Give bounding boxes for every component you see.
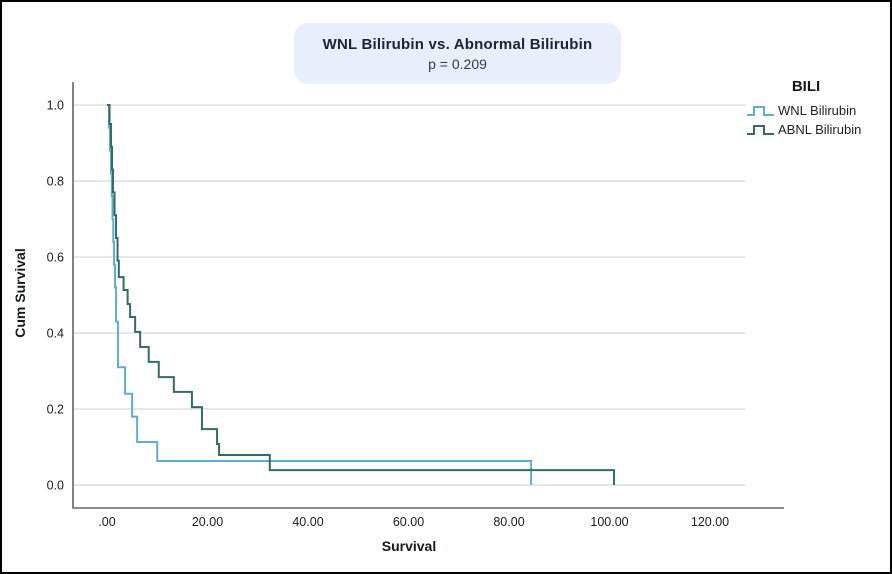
- x-tick-label: .00: [98, 515, 115, 529]
- survival-curve-abnl: [107, 104, 616, 485]
- legend-title: BILI: [791, 78, 821, 95]
- y-axis-title: Cum Survival: [12, 248, 28, 338]
- step-line-glyph: [747, 106, 774, 116]
- x-tick-label: 40.00: [292, 515, 323, 529]
- legend-item-label: WNL Bilirubin: [778, 103, 857, 118]
- y-tick-label: 0.4: [47, 327, 64, 341]
- x-tick-label: 80.00: [493, 515, 524, 529]
- legend: BILI WNL Bilirubin ABNL Bilirubin: [746, 78, 890, 137]
- legend-item-label: ABNL Bilirubin: [778, 122, 862, 137]
- legend-item: WNL Bilirubin: [746, 103, 890, 118]
- x-axis-title: Survival: [381, 538, 437, 554]
- y-tick-label: 0.6: [47, 251, 64, 265]
- step-line-icon: [747, 106, 774, 116]
- x-tick-label: 120.00: [691, 515, 729, 529]
- legend-items: WNL Bilirubin ABNL Bilirubin: [746, 103, 890, 137]
- survival-curve-wnl: [107, 104, 533, 485]
- title-box: WNL Bilirubin vs. Abnormal Bilirubin p =…: [294, 23, 621, 84]
- x-tick-label: 20.00: [192, 515, 223, 529]
- x-tick-label: 60.00: [393, 515, 424, 529]
- y-tick-label: 0.0: [47, 479, 64, 493]
- y-tick-label: 1.0: [47, 99, 64, 113]
- p-value-text: p = 0.209: [428, 55, 487, 72]
- y-tick-label: 0.2: [47, 403, 64, 417]
- x-tick-label: 100.00: [590, 515, 628, 529]
- step-line-icon: [747, 125, 774, 135]
- y-tick-label: 0.8: [47, 175, 64, 189]
- chart-title: WNL Bilirubin vs. Abnormal Bilirubin: [322, 35, 593, 53]
- legend-item: ABNL Bilirubin: [746, 122, 890, 137]
- step-line-glyph: [747, 125, 774, 135]
